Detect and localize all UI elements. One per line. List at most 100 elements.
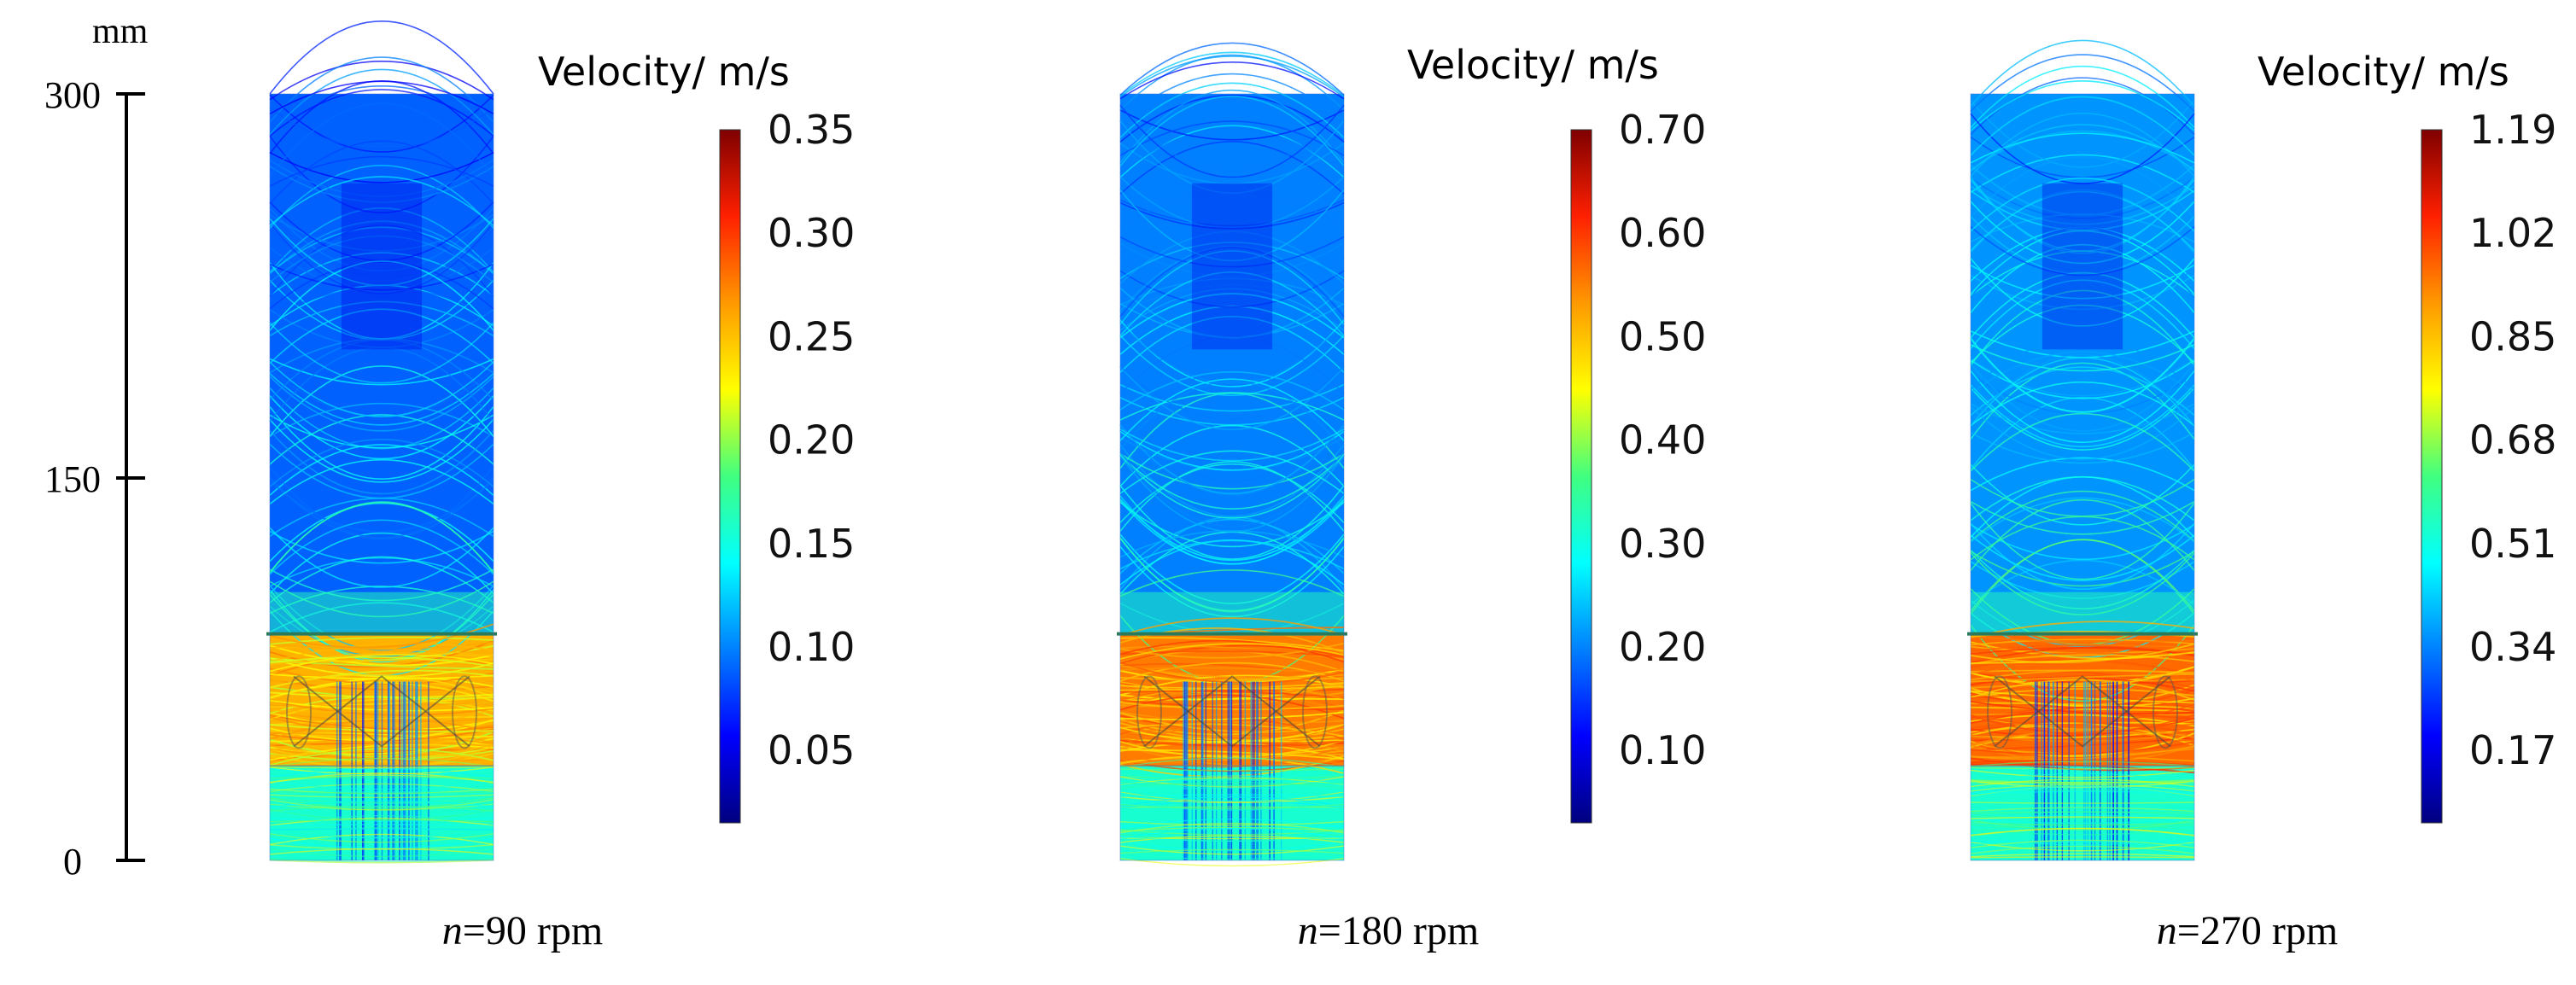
streamline-lower	[1970, 842, 2195, 852]
streamline-lower	[1119, 772, 1345, 782]
streamline-impeller	[1970, 727, 2195, 748]
streamline-upper	[1970, 177, 2195, 232]
streamline-upper	[269, 219, 494, 294]
colorbar-tick-label: 0.20	[768, 417, 855, 463]
streamline-upper	[1970, 263, 2195, 341]
streamline-upper	[269, 273, 494, 308]
streamline-lower	[269, 817, 494, 826]
streamline-upper	[269, 166, 494, 203]
streamline-impeller	[1970, 646, 2195, 656]
colorbar-270rpm: 1.19 1.02 0.85 0.68 0.51 0.34 0.17	[2421, 107, 2556, 824]
streamline-lower	[269, 828, 494, 831]
streamline-impeller	[1970, 690, 2195, 704]
streamline-upper	[269, 207, 494, 271]
streamline-upper	[269, 89, 494, 137]
streamline-upper	[1119, 191, 1345, 227]
streamline-lower	[1119, 787, 1345, 793]
streamline-upper	[269, 300, 494, 337]
panel-label-90rpm: n=90 rpm	[442, 908, 603, 953]
streamline-lower	[269, 758, 494, 768]
streamline-impeller	[1970, 748, 2195, 762]
streamline-lower	[1119, 785, 1345, 792]
axis-unit-label: mm	[92, 12, 149, 51]
streamline-upper	[1119, 287, 1345, 339]
impeller-edge-outline	[1987, 675, 2012, 749]
streamline-upper	[1119, 96, 1345, 167]
streamline-upper	[269, 80, 494, 115]
streamline-impeller	[1970, 712, 2195, 720]
streamline-lower	[1119, 822, 1345, 834]
streamline-upper	[1970, 337, 2195, 390]
streamline-lower	[1119, 835, 1345, 843]
streamline-upper	[1119, 370, 1345, 411]
streamline-upper	[1970, 289, 2195, 366]
streamline-impeller	[1970, 636, 2195, 643]
colorbar-tick-label: 0.50	[1619, 313, 1706, 359]
streamline-lower	[1970, 839, 2195, 848]
streamline-lower	[1970, 834, 2195, 846]
streamline-upper	[1970, 113, 2195, 178]
streamline-impeller	[1970, 652, 2195, 662]
streamline-upper	[1119, 455, 1345, 533]
streamline-impeller	[1119, 637, 1345, 652]
streamline-upper	[1119, 335, 1345, 394]
streamline-impeller	[1970, 702, 2195, 709]
streamline-upper	[269, 218, 494, 287]
streamline-upper	[269, 365, 494, 437]
streamline-upper	[1970, 230, 2195, 295]
axis-tick-label-300: 300	[44, 74, 101, 116]
streamline-lower	[269, 791, 494, 794]
streamline-lower	[1119, 858, 1345, 867]
streamline-lower	[1119, 768, 1345, 772]
streamline-upper	[269, 466, 494, 539]
streamline-upper	[1119, 539, 1345, 570]
streamline-upper	[269, 387, 494, 450]
upper-zone-fill	[1971, 94, 2194, 636]
low-velocity-core	[1191, 183, 1273, 350]
streamline-upper	[1119, 569, 1345, 597]
streamline-upper	[269, 395, 494, 460]
streamline-upper	[1119, 381, 1345, 451]
streamline-upper	[1119, 73, 1345, 123]
streamline-upper	[1970, 502, 2195, 580]
streamline-upper	[1970, 357, 2195, 427]
colorbar-tick-label: 0.05	[768, 727, 855, 773]
streamline-lower	[1970, 790, 2195, 795]
streamline-upper	[269, 207, 494, 273]
streamline-upper	[1970, 384, 2195, 447]
streamline-lower	[269, 824, 494, 827]
streamline-upper	[1970, 243, 2195, 313]
streamline-plot-90rpm	[266, 20, 497, 864]
colorbar-title-180rpm: Velocity/ m/s	[1407, 42, 1659, 88]
streamline-upper	[269, 414, 494, 465]
streamline-lower	[1970, 769, 2195, 778]
streamline-lower	[1970, 845, 2195, 854]
streamline-lower	[1970, 841, 2195, 845]
streamline-upper	[269, 402, 494, 437]
streamline-lower	[1970, 811, 2195, 814]
streamline-upper	[1970, 258, 2195, 327]
impeller-edge-outline	[286, 675, 312, 749]
streamline-upper	[1119, 55, 1345, 98]
streamline-upper	[1119, 450, 1345, 494]
streamline-upper	[1119, 106, 1345, 172]
streamline-upper	[269, 532, 494, 595]
streamline-upper	[1119, 424, 1345, 487]
streamline-lower	[1119, 803, 1345, 810]
streamline-upper	[269, 165, 494, 230]
streamline-upper	[1970, 381, 2195, 427]
panel-label-270rpm: n=270 rpm	[2157, 908, 2338, 953]
streamline-impeller	[1970, 651, 2195, 664]
streamline-lower	[269, 819, 494, 823]
low-velocity-core	[341, 183, 423, 350]
streamline-upper	[1970, 54, 2195, 113]
streamline-plot-270rpm	[1967, 39, 2198, 861]
streamline-upper	[269, 557, 494, 587]
streamline-impeller	[1970, 714, 2195, 735]
streamline-impeller	[1119, 617, 1345, 637]
streamline-lower	[1119, 778, 1345, 787]
streamline-impeller	[269, 641, 494, 650]
streamline-upper	[1119, 42, 1345, 96]
impeller-edge-outline	[1136, 675, 1162, 749]
